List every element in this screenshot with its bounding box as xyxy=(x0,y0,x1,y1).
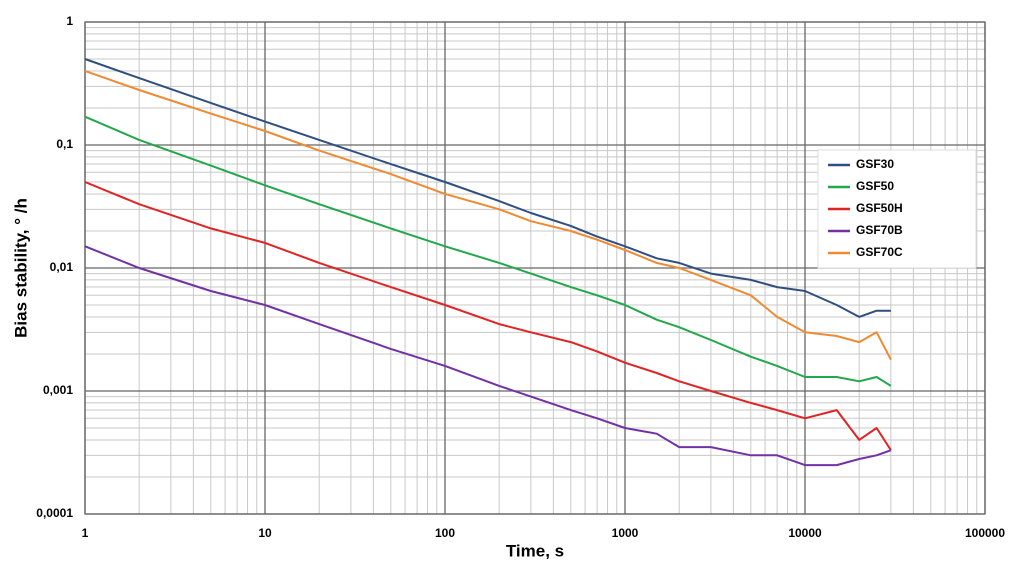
legend-label: GSF70B xyxy=(856,223,903,237)
y-tick-label: 0,1 xyxy=(56,137,73,151)
legend-label: GSF70C xyxy=(856,245,903,259)
x-axis-title: Time, s xyxy=(506,541,564,560)
y-tick-label: 0,0001 xyxy=(36,506,73,520)
x-tick-label: 1000 xyxy=(612,526,639,540)
legend-label: GSF50 xyxy=(856,179,894,193)
x-tick-label: 1 xyxy=(82,526,89,540)
legend-label: GSF30 xyxy=(856,157,894,171)
x-tick-label: 100000 xyxy=(965,526,1005,540)
series-line xyxy=(84,181,892,451)
series-line xyxy=(84,115,892,387)
legend-label: GSF50H xyxy=(856,201,903,215)
x-tick-label: 100 xyxy=(435,526,455,540)
series-line xyxy=(84,58,891,318)
series-line xyxy=(84,69,892,361)
x-tick-label: 10 xyxy=(258,526,272,540)
y-axis-title: Bias stability, ° /h xyxy=(11,198,30,338)
plot-frame xyxy=(84,21,986,515)
x-tick-label: 10000 xyxy=(788,526,822,540)
y-tick-label: 0,001 xyxy=(43,383,73,397)
y-tick-label: 0,01 xyxy=(50,260,74,274)
y-tick-label: 1 xyxy=(66,14,73,28)
series-line xyxy=(84,245,892,467)
